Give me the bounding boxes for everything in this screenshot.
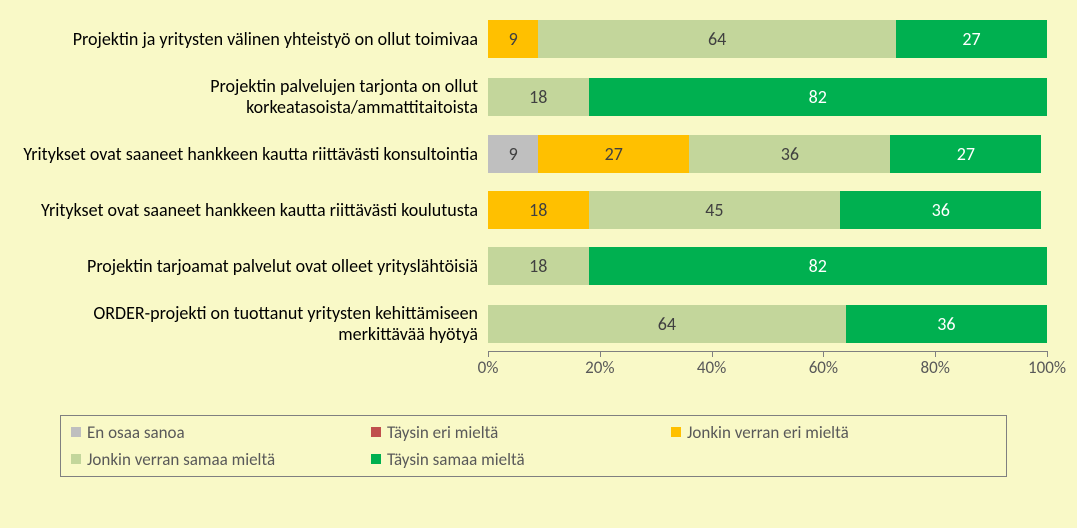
bar-segment-jonkin_verran_samaa: 36 [689, 135, 890, 173]
bar-row: Yritykset ovat saaneet hankkeen kautta r… [20, 135, 1047, 173]
bar-row: Yritykset ovat saaneet hankkeen kautta r… [20, 191, 1047, 229]
bar-segment-jonkin_verran_samaa: 45 [589, 191, 841, 229]
legend-item: Täysin samaa mieltä [371, 449, 611, 470]
category-label: Projektin palvelujen tarjonta on ollut k… [20, 76, 488, 117]
bar-track: 1882 [488, 247, 1047, 285]
legend-item: Jonkin verran samaa mieltä [71, 449, 311, 470]
bar-row: Projektin ja yritysten välinen yhteistyö… [20, 20, 1047, 58]
bar-row: Projektin tarjoamat palvelut ovat olleet… [20, 247, 1047, 285]
legend-item: En osaa sanoa [71, 422, 311, 443]
bar-segment-en_osaa_sanoa: 9 [488, 135, 538, 173]
legend-label: Täysin eri mieltä [387, 422, 498, 443]
category-label: ORDER-projekti on tuottanut yritysten ke… [20, 303, 488, 344]
x-axis: 0%20%40%60%80%100% [20, 357, 1047, 387]
bar-segment-jonkin_verran_samaa: 64 [488, 305, 846, 343]
category-label: Projektin tarjoamat palvelut ovat olleet… [20, 256, 488, 277]
x-axis-tick: 60% [809, 357, 838, 378]
plot-area: Projektin ja yritysten välinen yhteistyö… [20, 20, 1047, 363]
bar-segment-jonkin_verran_samaa: 18 [488, 78, 589, 116]
bar-track: 184536 [488, 191, 1047, 229]
bar-segment-jonkin_verran_samaa: 18 [488, 247, 589, 285]
bar-row: Projektin palvelujen tarjonta on ollut k… [20, 76, 1047, 117]
legend-swatch [71, 454, 81, 464]
bar-segment-jonkin_verran_samaa: 64 [538, 20, 896, 58]
bar-segment-taysin_samaa_mielta: 27 [890, 135, 1041, 173]
legend-item: Täysin eri mieltä [371, 422, 611, 443]
legend-item: Jonkin verran eri mieltä [671, 422, 911, 443]
x-axis-tick: 100% [1028, 357, 1066, 378]
legend-label: Jonkin verran samaa mieltä [87, 449, 275, 470]
bar-segment-taysin_samaa_mielta: 27 [896, 20, 1047, 58]
category-label: Projektin ja yritysten välinen yhteistyö… [20, 29, 488, 50]
survey-stacked-bar-chart: Projektin ja yritysten välinen yhteistyö… [0, 0, 1077, 528]
bar-track: 1882 [488, 78, 1047, 116]
category-label: Yritykset ovat saaneet hankkeen kautta r… [20, 200, 488, 221]
bar-track: 96427 [488, 20, 1047, 58]
legend-swatch [71, 427, 81, 437]
category-label: Yritykset ovat saaneet hankkeen kautta r… [20, 144, 488, 165]
bar-segment-taysin_samaa_mielta: 36 [840, 191, 1041, 229]
x-axis-tick: 80% [920, 357, 949, 378]
legend-label: En osaa sanoa [87, 422, 185, 443]
legend-swatch [671, 427, 681, 437]
legend: En osaa sanoa Täysin eri mieltä Jonkin ver… [60, 415, 1007, 477]
legend-swatch [371, 454, 381, 464]
bar-segment-taysin_samaa_mielta: 82 [589, 78, 1047, 116]
bar-segment-jonkin_verran_eri: 27 [538, 135, 689, 173]
bar-track: 6436 [488, 305, 1047, 343]
x-axis-tick: 20% [585, 357, 614, 378]
bar-track: 9273627 [488, 135, 1047, 173]
legend-label: Täysin samaa mieltä [387, 449, 525, 470]
bar-segment-jonkin_verran_eri: 18 [488, 191, 589, 229]
bar-segment-jonkin_verran_eri: 9 [488, 20, 538, 58]
legend-label: Jonkin verran eri mieltä [687, 422, 849, 443]
bar-row: ORDER-projekti on tuottanut yritysten ke… [20, 303, 1047, 344]
bar-segment-taysin_samaa_mielta: 82 [589, 247, 1047, 285]
bar-segment-taysin_samaa_mielta: 36 [846, 305, 1047, 343]
x-axis-tick: 0% [478, 357, 499, 378]
legend-swatch [371, 427, 381, 437]
x-axis-tick: 40% [697, 357, 726, 378]
